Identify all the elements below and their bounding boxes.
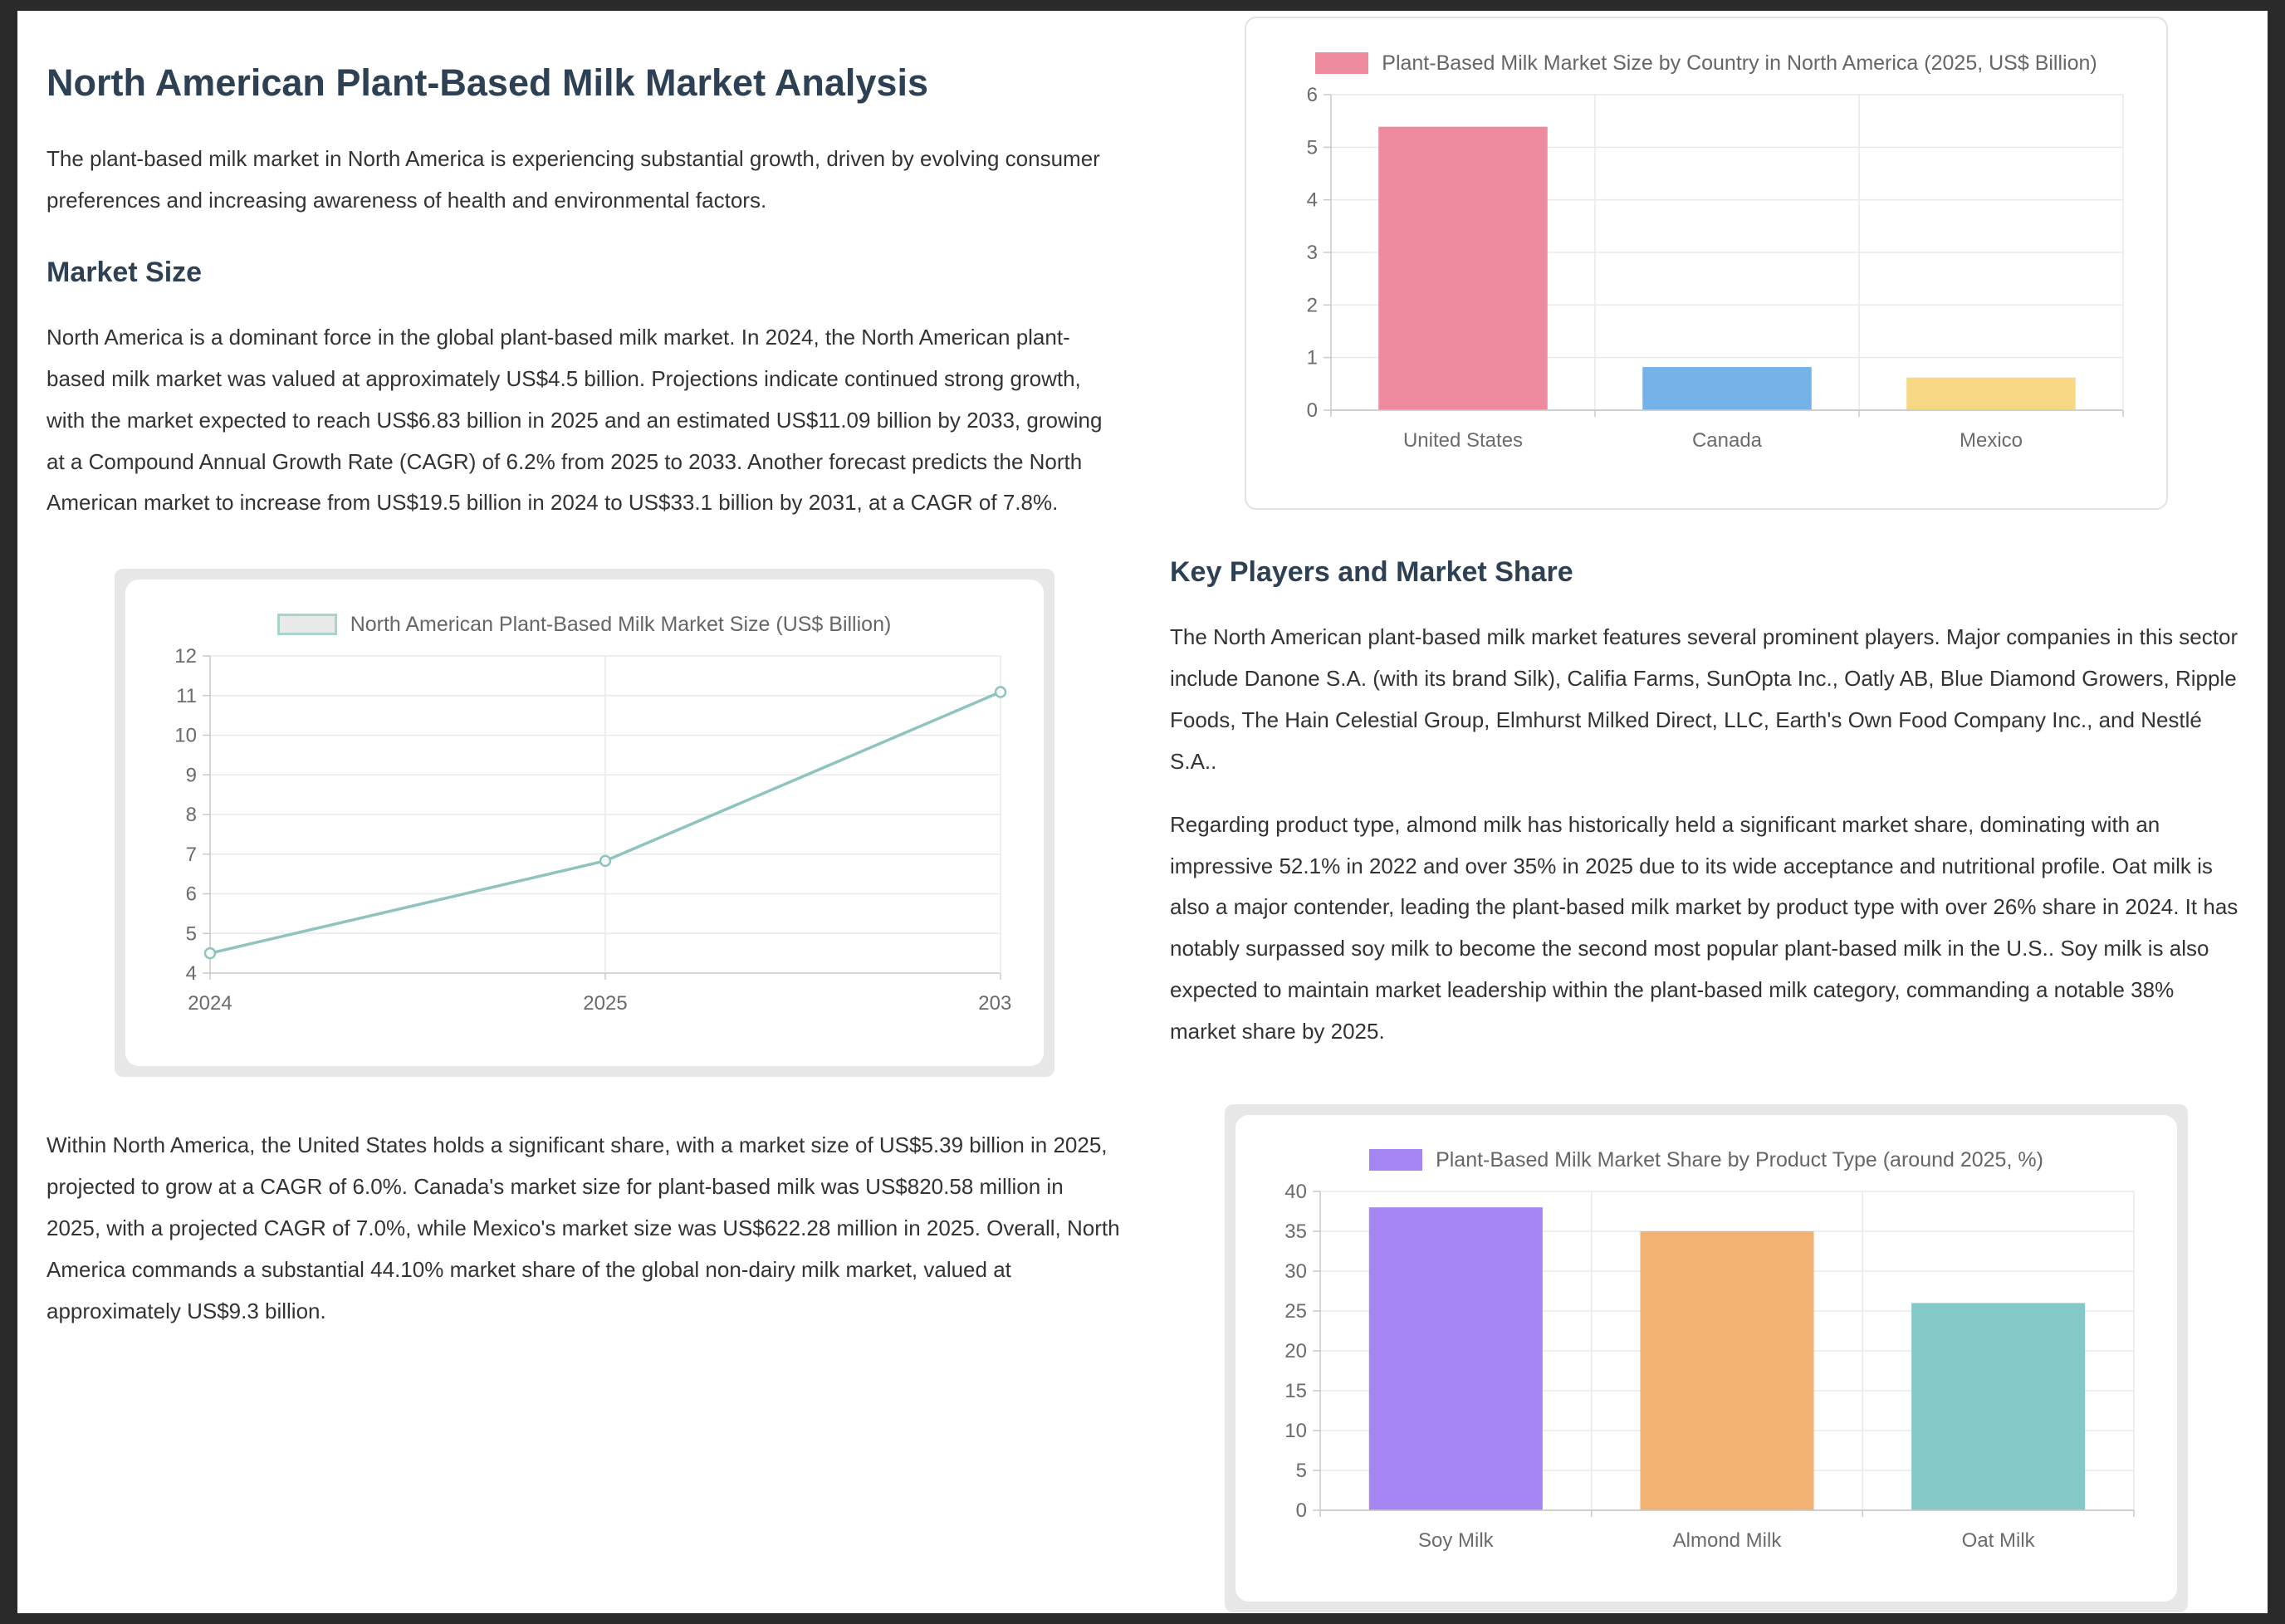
svg-text:0: 0 [1296, 1499, 1307, 1522]
svg-text:6: 6 [185, 883, 196, 906]
svg-text:7: 7 [185, 844, 196, 866]
svg-text:0: 0 [1307, 399, 1318, 422]
svg-text:10: 10 [174, 725, 197, 747]
svg-text:2: 2 [1307, 294, 1318, 316]
right-column: Plant-Based Milk Market Size by Country … [1170, 11, 2243, 1613]
intro-paragraph: The plant-based milk market in North Ame… [46, 146, 1100, 213]
svg-text:35: 35 [1284, 1220, 1307, 1243]
country-legend-swatch [1315, 52, 1369, 74]
svg-text:12: 12 [174, 648, 197, 668]
svg-text:30: 30 [1284, 1260, 1307, 1283]
key-players-heading: Key Players and Market Share [1170, 556, 1573, 588]
svg-text:5: 5 [185, 923, 196, 946]
svg-text:25: 25 [1284, 1300, 1307, 1323]
country-bar-chart-card: Plant-Based Milk Market Size by Country … [1245, 17, 2168, 510]
svg-text:2025: 2025 [583, 992, 627, 1015]
svg-text:Mexico: Mexico [1960, 429, 2023, 452]
svg-text:9: 9 [185, 765, 196, 787]
market-size-paragraph-2: Within North America, the United States … [46, 1132, 1120, 1323]
line-chart-legend[interactable]: North American Plant-Based Milk Market S… [157, 601, 1012, 648]
svg-text:8: 8 [185, 804, 196, 826]
market-size-paragraph-1: North America is a dominant force in the… [46, 324, 1103, 516]
two-column-layout: North American Plant-Based Milk Market A… [17, 11, 2268, 1613]
svg-text:United States: United States [1403, 429, 1523, 452]
page-title: North American Plant-Based Milk Market A… [46, 61, 928, 104]
country-bar-plot: 0 1 2 3 4 5 6 United States Canada Mexico [1278, 84, 2135, 458]
product-chart-legend[interactable]: Plant-Based Milk Market Share by Product… [1267, 1137, 2146, 1183]
svg-text:Soy Milk: Soy Milk [1418, 1529, 1495, 1552]
svg-text:4: 4 [185, 962, 196, 985]
key-players-paragraph-1: The North American plant-based milk mark… [1170, 624, 2239, 774]
svg-text:11: 11 [176, 685, 197, 707]
country-chart-legend[interactable]: Plant-Based Milk Market Size by Country … [1278, 40, 2135, 86]
svg-text:5: 5 [1307, 136, 1318, 159]
document-page: North American Plant-Based Milk Market A… [17, 11, 2268, 1613]
product-share-bar-plot: 0 5 10 15 20 25 30 35 40 Soy Milk Almond Milk Oat M… [1267, 1181, 2146, 1558]
product-share-chart-frame: Plant-Based Milk Market Share by Product… [1225, 1104, 2188, 1613]
line-legend-label: North American Plant-Based Milk Market S… [350, 612, 892, 636]
svg-text:2024: 2024 [188, 992, 232, 1015]
svg-text:15: 15 [1284, 1380, 1307, 1402]
svg-text:4: 4 [1307, 189, 1318, 212]
svg-text:10: 10 [1284, 1420, 1307, 1442]
market-size-line-plot: 4 5 6 7 8 9 10 11 12 2024 2025 2033 [157, 645, 1022, 1021]
key-players-paragraph-2: Regarding product type, almond milk has … [1170, 811, 2239, 1044]
svg-text:Oat Milk: Oat Milk [1962, 1529, 2036, 1552]
svg-text:20: 20 [1284, 1340, 1307, 1362]
svg-text:Canada: Canada [1692, 429, 1763, 452]
svg-text:5: 5 [1296, 1460, 1307, 1482]
svg-text:1: 1 [1307, 347, 1318, 369]
left-column: North American Plant-Based Milk Market A… [46, 11, 1122, 1613]
market-size-line-chart-card: North American Plant-Based Milk Market S… [125, 580, 1044, 1067]
market-size-line-chart-frame: North American Plant-Based Milk Market S… [114, 569, 1054, 1078]
country-legend-label: Plant-Based Milk Market Size by Country … [1382, 51, 2097, 75]
market-size-heading: Market Size [46, 256, 203, 288]
line-legend-swatch [276, 614, 337, 636]
svg-text:6: 6 [1307, 86, 1318, 106]
svg-text:3: 3 [1307, 242, 1318, 264]
product-legend-label: Plant-Based Milk Market Share by Product… [1436, 1147, 2043, 1172]
svg-text:Almond Milk: Almond Milk [1673, 1529, 1783, 1552]
svg-text:2033: 2033 [978, 992, 1012, 1015]
product-legend-swatch [1369, 1149, 1423, 1172]
product-share-chart-card: Plant-Based Milk Market Share by Product… [1235, 1115, 2177, 1602]
svg-text:40: 40 [1284, 1183, 1307, 1203]
